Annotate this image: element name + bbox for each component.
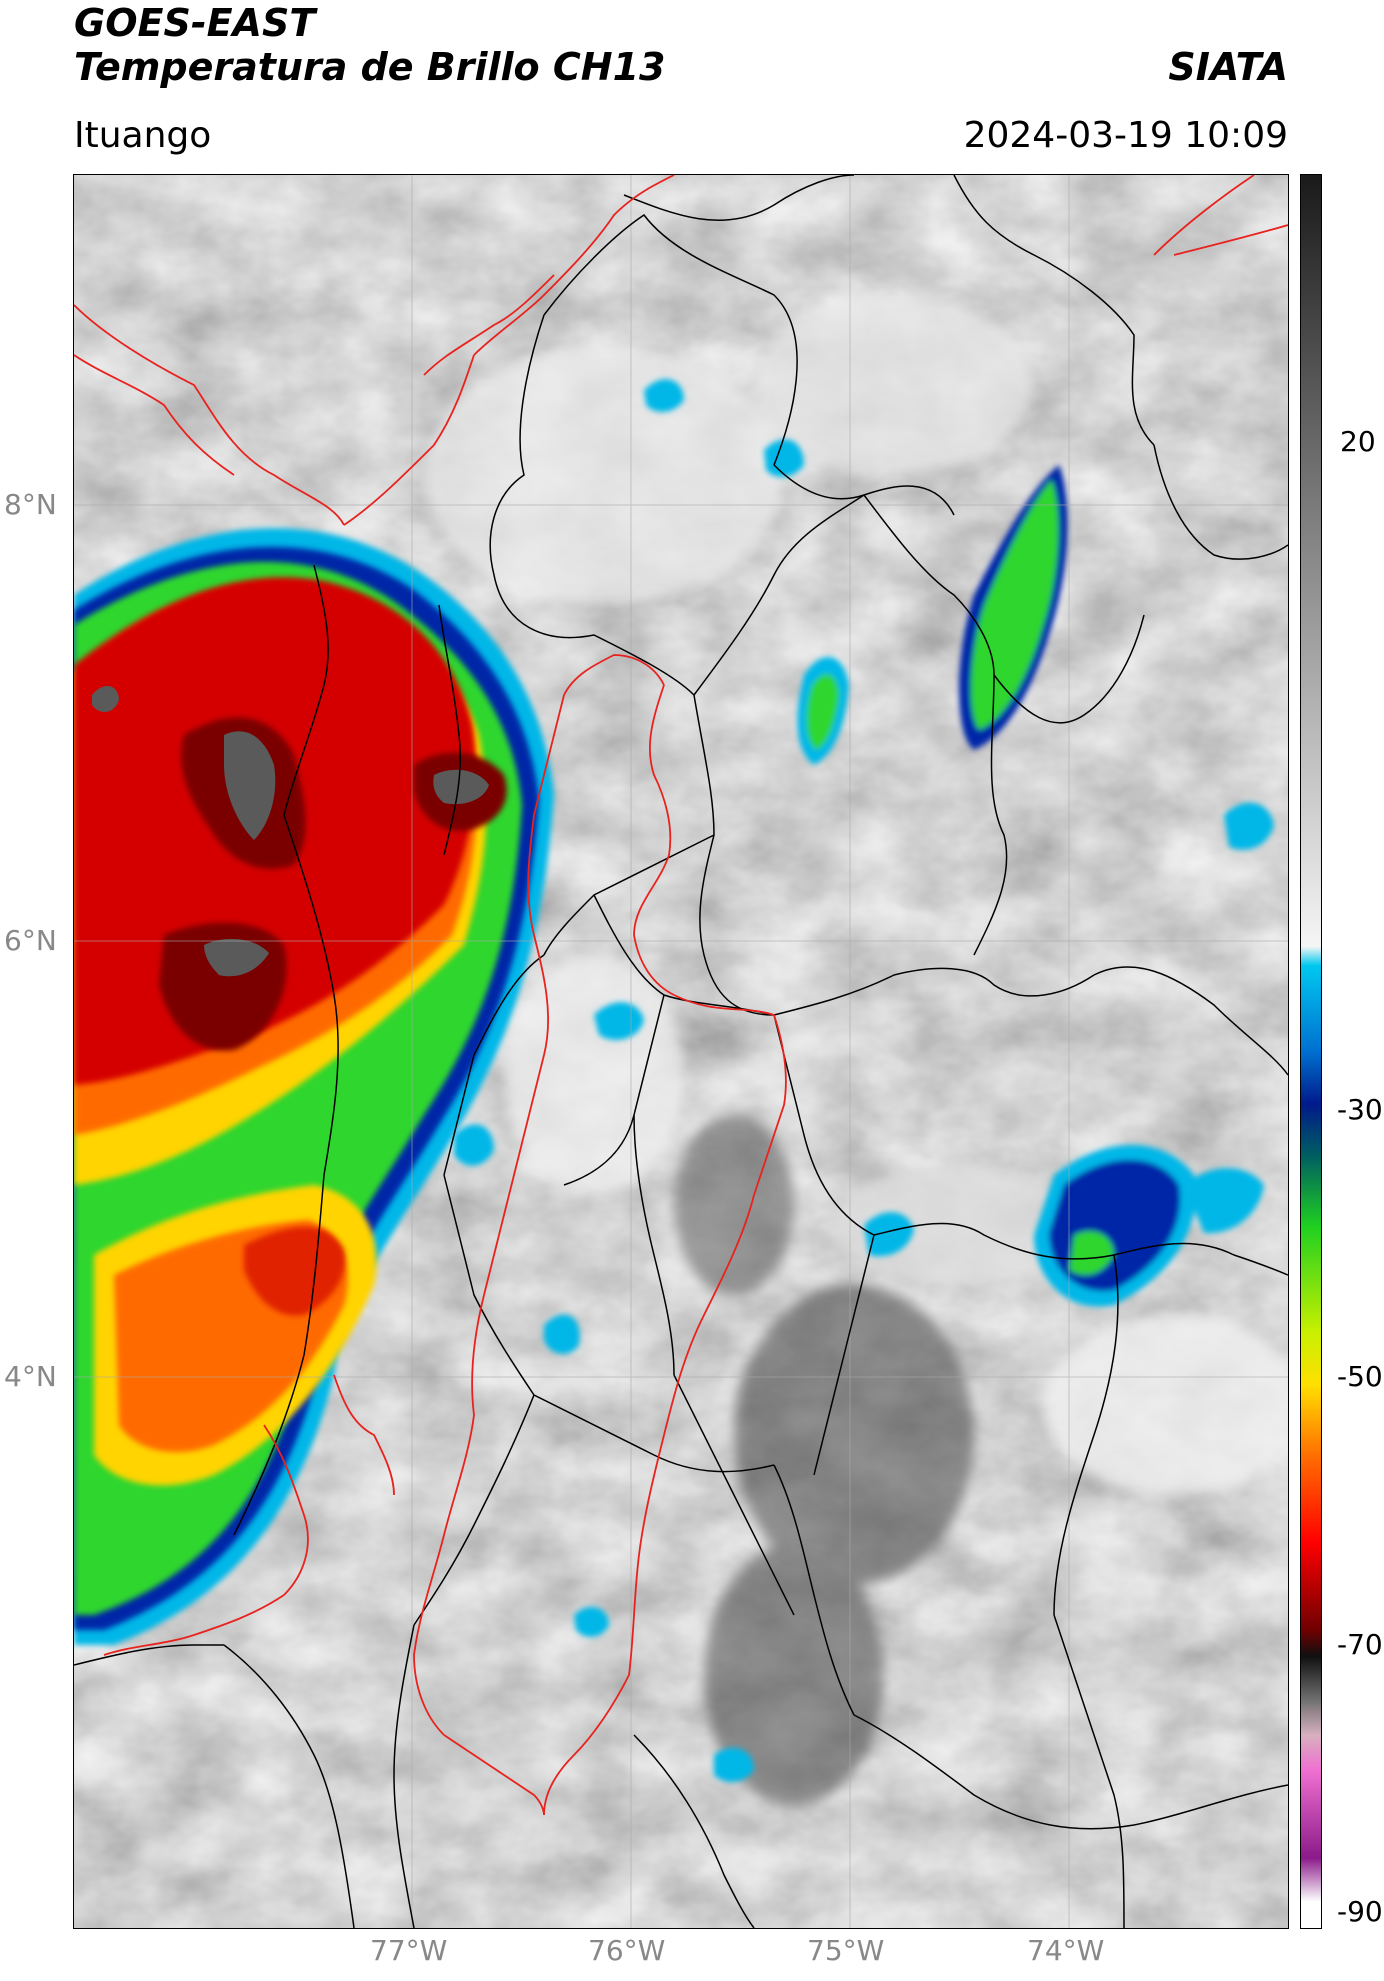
colorbar [1300, 174, 1322, 1929]
lon-label-74w: 74°W [1027, 1934, 1105, 1967]
red-borders [74, 175, 1288, 1816]
satellite-map[interactable] [73, 174, 1289, 1929]
colorbar-tick-minus50: -50 [1337, 1360, 1383, 1393]
convective-system-west [74, 528, 554, 1645]
colorbar-tick-minus90: -90 [1337, 1895, 1383, 1928]
colorbar-gradient [1301, 175, 1321, 1928]
bright-cloud-areas [424, 295, 1288, 1495]
location-label: Ituango [74, 115, 212, 156]
satellite-title: GOES-EAST [74, 1, 316, 45]
datetime-label: 2024-03-19 10:09 [963, 115, 1288, 156]
agency-label: SIATA [1168, 45, 1288, 89]
lon-label-77w: 77°W [370, 1934, 448, 1967]
lat-label-4n: 4°N [4, 1360, 57, 1393]
lon-label-76w: 76°W [588, 1934, 666, 1967]
lat-label-8n: 8°N [4, 488, 57, 521]
colorbar-tick-20: 20 [1340, 425, 1376, 458]
lon-label-75w: 75°W [807, 1934, 885, 1967]
dark-cloud-areas [674, 1115, 974, 1805]
colorbar-tick-minus30: -30 [1337, 1093, 1383, 1126]
map-canvas [74, 175, 1288, 1928]
convective-cells-east [454, 379, 1274, 1782]
lat-label-6n: 6°N [4, 924, 57, 957]
colorbar-tick-minus70: -70 [1337, 1628, 1383, 1661]
product-title: Temperatura de Brillo CH13 [74, 45, 666, 89]
